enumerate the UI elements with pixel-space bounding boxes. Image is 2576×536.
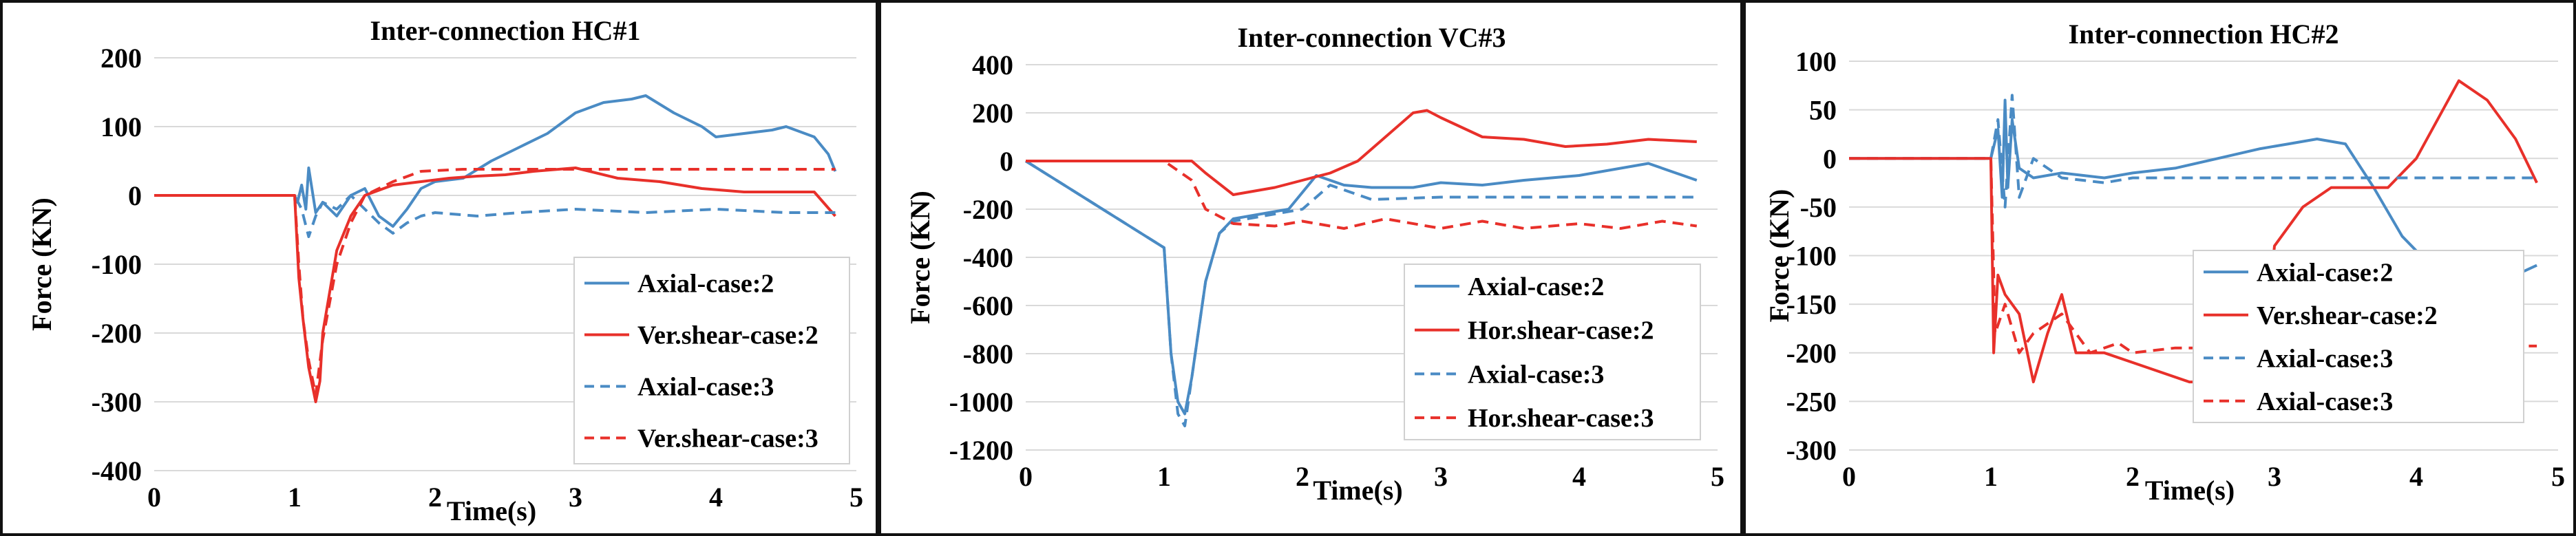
y-tick-label: -300: [1786, 435, 1837, 466]
series-line-4: [1026, 160, 1698, 230]
x-tick-label: 3: [569, 482, 582, 513]
y-axis-label: Force (KN): [26, 197, 57, 331]
chart-title: Inter-connection HC#1: [370, 15, 641, 46]
x-tick-label: 5: [849, 482, 863, 513]
x-tick-label: 0: [1842, 461, 1856, 492]
legend-label: Ver.shear-case:3: [637, 425, 819, 453]
x-tick-label: 1: [1157, 461, 1171, 492]
y-tick-label: -400: [92, 455, 142, 486]
chart-panel-hc2: 100 50 0 -50 -100 -150 -200 -250 -300 0 1 2 3 4 5 Inter…: [1743, 0, 2576, 536]
y-tick-label: -800: [963, 339, 1013, 369]
y-tick-label: -600: [963, 290, 1013, 321]
legend-box: [2193, 250, 2524, 423]
x-tick-label: 2: [1296, 461, 1309, 492]
series-line-3: [1024, 160, 1697, 427]
legend-label: Ver.shear-case:2: [2257, 301, 2438, 330]
chart-panel-hc1: 200 100 0 -100 -200 -300 -400 0 1 2 3 4 5 Inter-conne…: [0, 0, 878, 536]
series-line-2: [1026, 109, 1697, 196]
x-tick-label: 2: [2126, 461, 2140, 492]
x-axis-label: Time(s): [447, 495, 536, 526]
chart-panel-vc3: 400 200 0 -200 -400 -600 -800 -1000 -1200 0 1 2 3 4 5 I…: [878, 0, 1743, 536]
y-tick-label: -100: [1786, 241, 1837, 272]
y-tick-label: -150: [1786, 289, 1837, 320]
x-tick-label: 3: [2268, 461, 2281, 492]
legend-box: [1404, 264, 1701, 440]
series-line-2: [1849, 79, 2538, 394]
x-tick-label: 4: [1572, 461, 1586, 492]
legend-box: [573, 257, 850, 464]
x-tick-label: 5: [2551, 461, 2565, 492]
series-line-1: [154, 94, 837, 228]
legend-label: Hor.shear-case:2: [1468, 317, 1654, 345]
legend-label: Axial-case:2: [2257, 258, 2393, 287]
y-axis-label: Force (KN): [1764, 189, 1795, 323]
x-axis-label: Time(s): [1313, 475, 1402, 506]
x-tick-label: 1: [1984, 461, 1998, 492]
x-tick-label: 1: [288, 482, 302, 513]
y-axis-label: Force (KN): [905, 191, 936, 324]
y-tick-label: -300: [92, 387, 142, 418]
x-tick-label: 4: [2409, 461, 2423, 492]
series-line-4: [154, 168, 836, 396]
y-tick-label: -200: [1786, 338, 1837, 369]
series-line-3: [154, 194, 836, 238]
y-tick-label: -250: [1786, 386, 1837, 417]
y-tick-label: 0: [128, 180, 142, 211]
chart-title: Inter-connection HC#2: [2069, 19, 2339, 50]
x-tick-label: 0: [147, 482, 161, 513]
legend-label: Axial-case:2: [1468, 272, 1604, 301]
legend-label: Axial-case:3: [2257, 387, 2393, 416]
y-tick-label: 0: [1823, 143, 1837, 174]
x-tick-label: 2: [428, 482, 442, 513]
legend-label: Axial-case:2: [637, 270, 774, 299]
y-tick-label: 50: [1809, 95, 1837, 126]
series-line-3: [1849, 94, 2537, 208]
x-tick-label: 3: [1434, 461, 1448, 492]
legend-label: Axial-case:3: [2257, 344, 2393, 373]
x-axis-label: Time(s): [2145, 475, 2235, 506]
legend-label: Hor.shear-case:3: [1468, 404, 1654, 433]
y-tick-label: -100: [92, 249, 142, 280]
y-tick-label: 100: [1795, 46, 1837, 77]
y-tick-label: -400: [963, 242, 1013, 273]
legend-label: Axial-case:3: [1468, 360, 1604, 389]
y-tick-label: 0: [1000, 146, 1013, 177]
chart-title: Inter-connection VC#3: [1238, 22, 1506, 53]
y-tick-label: -200: [92, 318, 142, 349]
y-tick-label: 200: [972, 98, 1013, 129]
y-tick-label: -1000: [949, 387, 1013, 418]
x-tick-label: 4: [709, 482, 723, 513]
legend-label: Ver.shear-case:2: [637, 321, 819, 350]
y-tick-label: -50: [1800, 192, 1837, 223]
y-tick-label: 400: [972, 50, 1013, 81]
x-tick-label: 0: [1019, 461, 1033, 492]
y-tick-label: 200: [101, 43, 142, 74]
y-tick-label: -1200: [949, 435, 1013, 466]
y-tick-label: 100: [101, 111, 142, 142]
legend-label: Axial-case:3: [637, 373, 774, 402]
x-tick-label: 5: [1711, 461, 1724, 492]
y-tick-label: -200: [963, 194, 1013, 225]
